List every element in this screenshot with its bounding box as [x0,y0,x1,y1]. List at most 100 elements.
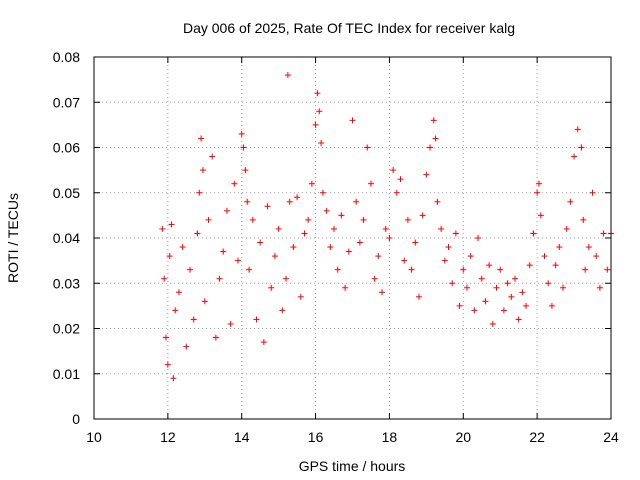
data-point [240,144,247,151]
data-point [349,117,356,124]
axis-ticks: 10 12 14 16 18 20 22 24 0 0.01 0.02 0.03 0.04 0.05 0.0… [53,49,619,445]
data-point [452,230,459,237]
data-point [379,289,386,296]
data-point [441,257,448,264]
data-point [500,307,507,314]
y-tick-label: 0.02 [53,321,80,337]
data-point [244,198,251,205]
y-tick-label: 0.06 [53,140,80,156]
data-point [301,230,308,237]
data-point [534,189,541,196]
data-point [408,266,415,273]
data-point [227,320,234,327]
data-point [456,302,463,309]
data-point [582,266,589,273]
data-point [172,307,179,314]
data-point [548,302,555,309]
data-point [284,72,291,79]
data-point [163,334,170,341]
data-point [367,180,374,187]
data-point [290,244,297,251]
y-axis-label: ROTI / TECUs [5,193,21,283]
data-point [199,167,206,174]
data-point [231,180,238,187]
data-point [264,203,271,210]
data-point [331,225,338,232]
data-point [294,194,301,201]
data-point [319,189,326,196]
x-tick-label: 18 [382,429,398,445]
data-point [596,284,603,291]
data-point [260,339,267,346]
data-point [463,284,470,291]
data-point [552,262,559,269]
data-point [585,244,592,251]
data-point [238,130,245,137]
data-point [223,207,230,214]
data-point [205,216,212,223]
data-point [404,216,411,223]
data-point [504,280,511,287]
data-point [386,235,393,241]
data-point [356,239,363,246]
data-point [246,266,253,273]
data-point [545,280,552,287]
data-point [316,108,323,115]
data-point [175,289,182,296]
data-point [415,293,422,300]
x-tick-label: 16 [308,429,324,445]
data-point [449,280,456,287]
data-point [412,239,419,246]
x-tick-label: 12 [160,429,176,445]
data-points [159,72,614,382]
data-point [275,225,282,232]
data-point [249,216,256,223]
data-point [535,180,542,187]
data-point [486,262,493,269]
data-point [438,225,445,232]
data-point [600,230,607,237]
chart-title: Day 006 of 2025, Rate Of TEC Index for r… [183,20,515,36]
data-point [397,176,404,183]
data-point [334,266,341,273]
data-point [159,225,166,232]
data-point [257,239,264,246]
data-point [445,244,452,251]
data-point [312,121,319,128]
data-point [593,253,600,260]
data-point [235,257,242,264]
data-point [530,230,537,237]
data-point [559,284,566,291]
data-point [187,266,194,273]
data-point [434,198,441,205]
data-point [541,253,548,260]
data-point [216,275,223,282]
data-point [209,153,216,160]
data-point [574,126,581,133]
data-point [327,244,334,251]
data-point [519,289,526,296]
data-point [432,135,439,142]
data-point [360,216,367,223]
data-point [279,307,286,314]
data-point [578,144,585,151]
data-point [338,212,345,219]
data-point [353,198,360,205]
y-tick-label: 0.07 [53,94,80,110]
x-axis-label: GPS time / hours [299,458,406,474]
data-point [471,307,478,314]
data-point [323,207,330,214]
data-point [212,334,219,341]
data-point [571,153,578,160]
data-point [526,262,533,269]
data-point [375,253,382,260]
data-point [489,320,496,327]
data-point [168,221,175,228]
data-point [220,248,227,255]
plot-frame [93,56,612,420]
data-point [401,257,408,264]
data-point [604,266,611,273]
data-point [508,293,515,300]
data-point [271,253,278,260]
data-point [430,117,437,124]
